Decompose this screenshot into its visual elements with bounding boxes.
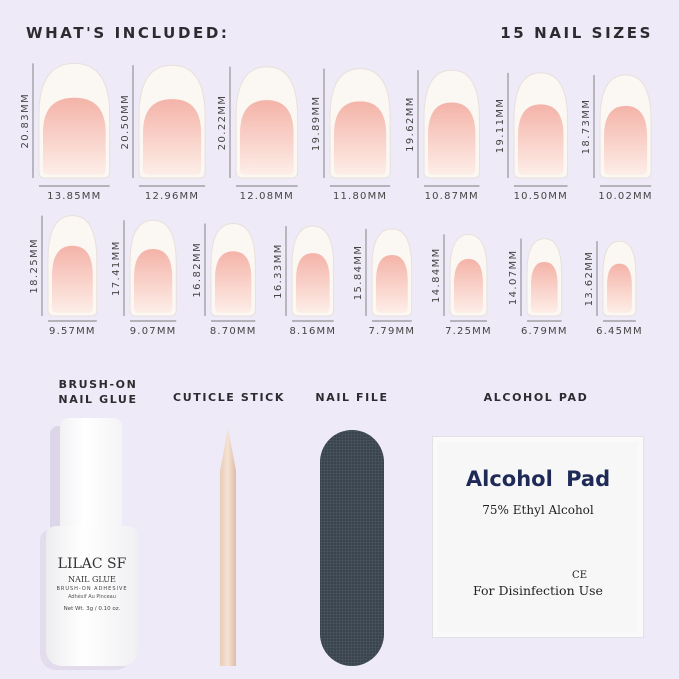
nail-file-label: NAIL FILE: [315, 391, 389, 404]
nail-width-label: 11.80MM: [333, 191, 387, 202]
nail-width-label: 8.16MM: [289, 326, 336, 337]
nail-pink-bed: [607, 263, 632, 313]
glue-label-line1: BRUSH-ON: [58, 378, 138, 391]
nail-pink-bed: [143, 99, 202, 175]
brand-logo: LILAC SF: [57, 556, 127, 572]
nail-file: [320, 430, 384, 666]
nail-pink-bed: [454, 258, 483, 313]
nail-length-label: 18.73MM: [581, 99, 592, 155]
nail-pink-bed: [334, 101, 387, 175]
nail-width-label: 10.50MM: [514, 191, 568, 202]
nail-length-label: 20.83MM: [20, 93, 31, 149]
nail-width-label: 7.25MM: [445, 326, 492, 337]
nail-sizes-heading: 15 NAIL SIZES: [500, 24, 653, 42]
whats-included-heading: WHAT'S INCLUDED:: [26, 24, 230, 42]
alcohol-pad-label: ALCOHOL PAD: [483, 391, 589, 404]
nail-pink-bed: [518, 104, 564, 175]
nail-pink-bed: [240, 100, 294, 175]
glue-subtitle-fr: Adhésif Au Pinceau: [68, 594, 116, 600]
nail-pink-bed: [376, 255, 408, 313]
nail-width-label: 7.79MM: [368, 326, 415, 337]
pad-title: Alcohol Pad: [465, 467, 611, 491]
glue-label: BRUSH-ON NAIL GLUE: [48, 377, 148, 407]
nail-pink-bed: [134, 248, 173, 313]
alcohol-pad: Alcohol Pad 75% Ethyl Alcohol CE For Dis…: [432, 436, 644, 638]
cuticle-stick-label: CUTICLE STICK: [173, 391, 285, 404]
nail-length-label: 16.82MM: [192, 242, 203, 298]
nail-pink-bed: [215, 251, 252, 313]
nail-length-label: 18.25MM: [29, 238, 40, 294]
nail-length-label: 14.07MM: [508, 249, 519, 305]
nail-pink-bed: [428, 102, 476, 175]
nail-width-label: 9.57MM: [49, 326, 96, 337]
bottle-body: LILAC SF NAIL GLUE BRUSH-ON ADHESIVE Adh…: [46, 526, 138, 666]
bottle-cap: [60, 418, 122, 528]
nail-pink-bed: [531, 261, 558, 313]
nail-pink-bed: [604, 105, 648, 175]
cuticle-stick: [220, 428, 236, 666]
nail-length-label: 19.11MM: [495, 98, 506, 154]
nail-width-label: 10.87MM: [425, 191, 479, 202]
nail-pink-bed: [43, 97, 106, 175]
nail-width-label: 9.07MM: [130, 326, 177, 337]
nail-size-chart: 20.83MM 13.85MM 20.50MM 12.96MM 20.22MM 12.08…: [20, 62, 652, 337]
nail-width-label: 12.08MM: [240, 191, 294, 202]
pad-subtitle: 75% Ethyl Alcohol: [482, 503, 594, 517]
nail-glue-bottle: LILAC SF NAIL GLUE BRUSH-ON ADHESIVE Adh…: [40, 418, 140, 666]
nail-width-label: 6.45MM: [596, 326, 643, 337]
glue-label-line2: NAIL GLUE: [58, 393, 138, 406]
nail-length-label: 15.84MM: [353, 245, 364, 301]
glue-subtitle: BRUSH-ON ADHESIVE: [56, 586, 128, 592]
nail-length-label: 16.33MM: [273, 243, 284, 299]
nail-length-label: 20.50MM: [120, 94, 131, 150]
ce-mark: CE: [572, 570, 587, 581]
nail-length-label: 20.22MM: [217, 95, 228, 151]
nail-width-label: 8.70MM: [210, 326, 257, 337]
nail-pink-bed: [52, 245, 93, 313]
pad-usage: For Disinfection Use: [473, 583, 603, 598]
glue-title: NAIL GLUE: [68, 575, 116, 584]
nail-length-label: 19.62MM: [405, 96, 416, 152]
nail-width-label: 10.02MM: [598, 191, 652, 202]
nail-length-label: 19.89MM: [311, 95, 322, 151]
nail-width-label: 6.79MM: [521, 326, 568, 337]
nail-width-label: 12.96MM: [145, 191, 199, 202]
nail-length-label: 13.62MM: [584, 251, 595, 307]
glue-weight: Net Wt. 3g / 0.10 oz.: [63, 606, 121, 612]
nail-width-label: 13.85MM: [47, 191, 101, 202]
nail-length-label: 14.84MM: [431, 247, 442, 303]
nail-pink-bed: [296, 253, 330, 313]
nail-length-label: 17.41MM: [111, 240, 122, 296]
